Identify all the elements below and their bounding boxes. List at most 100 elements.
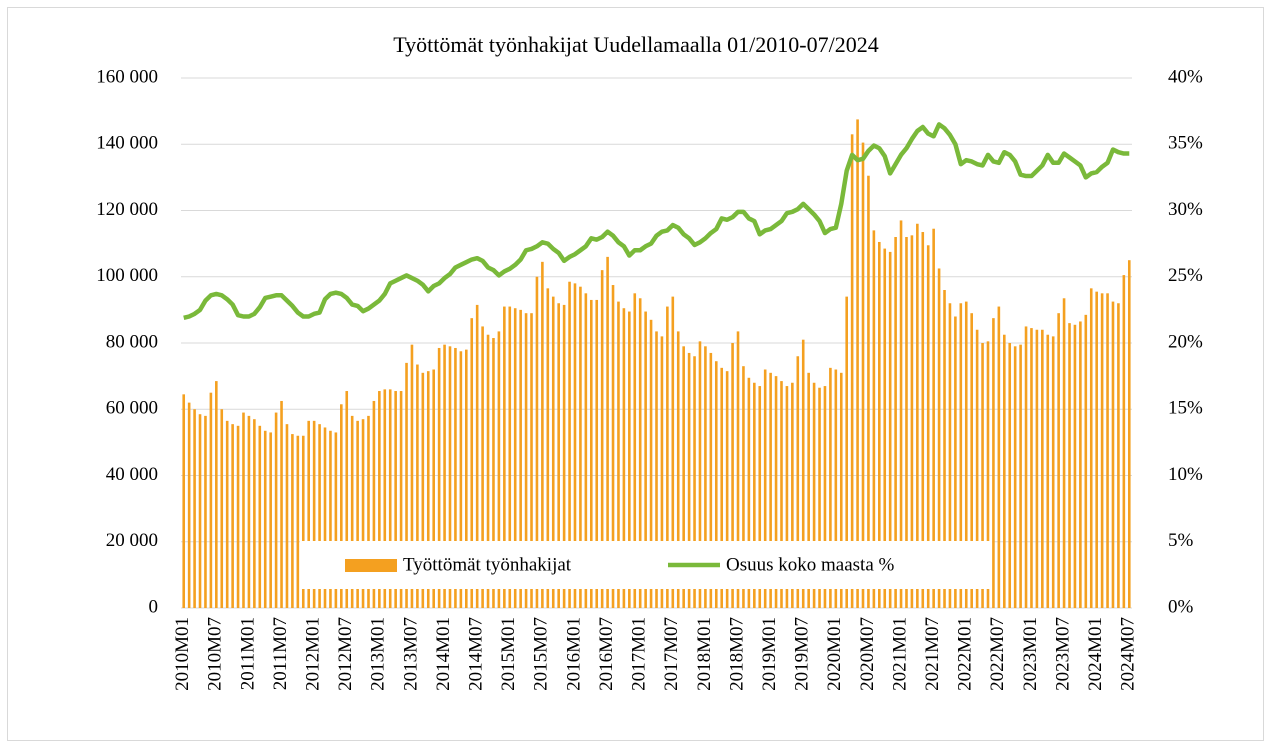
x-tick-label: 2021M07 (922, 617, 943, 691)
bar (628, 311, 631, 608)
bar (405, 362, 408, 608)
bar (1041, 329, 1044, 608)
bar (465, 349, 468, 608)
y2-tick-label: 15% (1168, 398, 1203, 419)
y2-tick-label: 0% (1168, 596, 1194, 617)
y2-tick-label: 20% (1168, 331, 1203, 352)
bar (236, 425, 240, 608)
bar (753, 382, 756, 608)
bar (736, 331, 740, 608)
x-tick-label: 2021M01 (889, 617, 910, 691)
bar (1030, 328, 1033, 608)
bar (959, 303, 963, 608)
bar (285, 424, 289, 608)
bar (383, 389, 387, 608)
bar (524, 313, 528, 608)
x-tick-label: 2023M07 (1052, 617, 1073, 691)
bar (975, 329, 979, 608)
bar (492, 338, 495, 608)
bar (459, 351, 463, 608)
bar (769, 372, 772, 608)
y2-tick-label: 10% (1168, 464, 1203, 485)
bar (258, 425, 262, 608)
lines (183, 122, 1130, 321)
legend-swatch (345, 559, 397, 572)
x-tick-label: 2019M07 (792, 617, 813, 691)
bar (986, 341, 990, 608)
bar (551, 296, 555, 608)
bar (475, 304, 479, 608)
bar (1051, 336, 1055, 608)
bar (867, 175, 870, 608)
bar (187, 402, 191, 608)
bar (666, 306, 669, 608)
bar (714, 361, 718, 608)
bar (1079, 321, 1082, 608)
bar (193, 409, 196, 608)
bar (1002, 334, 1006, 608)
bar (557, 303, 560, 608)
bar (1068, 323, 1071, 608)
bar (921, 232, 925, 608)
bar (367, 415, 370, 608)
bar (269, 432, 272, 608)
x-tick-label: 2016M01 (563, 617, 584, 691)
bar (535, 276, 539, 608)
bar (693, 356, 696, 608)
bar (1073, 324, 1077, 608)
x-tick-label: 2016M07 (596, 617, 617, 691)
y2-tick-label: 30% (1168, 199, 1203, 220)
legend-box (300, 541, 992, 589)
bar (416, 364, 419, 608)
bars (182, 119, 1131, 608)
bar (253, 419, 256, 608)
x-tick-label: 2023M01 (1020, 617, 1041, 691)
bar (1008, 343, 1012, 608)
bar (410, 344, 414, 608)
bar (1100, 293, 1104, 608)
bar (660, 336, 664, 608)
bar (388, 389, 392, 608)
bar (182, 394, 186, 608)
y2-tick-label: 25% (1168, 265, 1203, 286)
bar (519, 309, 522, 608)
bar (1084, 314, 1088, 608)
bar (834, 369, 838, 608)
bar (801, 339, 805, 608)
bar (948, 303, 952, 608)
x-tick-label: 2012M07 (335, 617, 356, 691)
bar (633, 293, 637, 608)
bar (872, 230, 876, 608)
bar (394, 391, 397, 608)
bar (704, 346, 707, 608)
bar (448, 346, 452, 608)
bar (307, 420, 311, 608)
bar (589, 299, 593, 608)
x-tick-label: 2015M07 (531, 617, 552, 691)
bar (861, 142, 865, 608)
x-tick-label: 2018M01 (694, 617, 715, 691)
bar (497, 331, 501, 608)
bar (1013, 346, 1017, 608)
bar (687, 352, 691, 608)
bar (937, 268, 941, 608)
bar (943, 290, 946, 608)
legend: Työttömät työnhakijat Osuus koko maasta % (300, 541, 992, 589)
y-tick-label: 80 000 (106, 331, 158, 352)
bar (198, 414, 202, 608)
y-tick-label: 160 000 (96, 66, 158, 87)
legend-label: Työttömät työnhakijat (403, 554, 572, 575)
x-tick-label: 2010M01 (172, 617, 193, 691)
bar (426, 371, 430, 608)
bar (655, 331, 658, 608)
bar (807, 372, 810, 608)
bar (546, 288, 550, 608)
bar (584, 293, 588, 608)
y2-tick-label: 40% (1168, 66, 1203, 87)
bar (791, 382, 794, 608)
bar (883, 248, 887, 608)
bar (372, 400, 376, 608)
y2-tick-label: 5% (1168, 530, 1194, 551)
bar (1057, 313, 1060, 608)
